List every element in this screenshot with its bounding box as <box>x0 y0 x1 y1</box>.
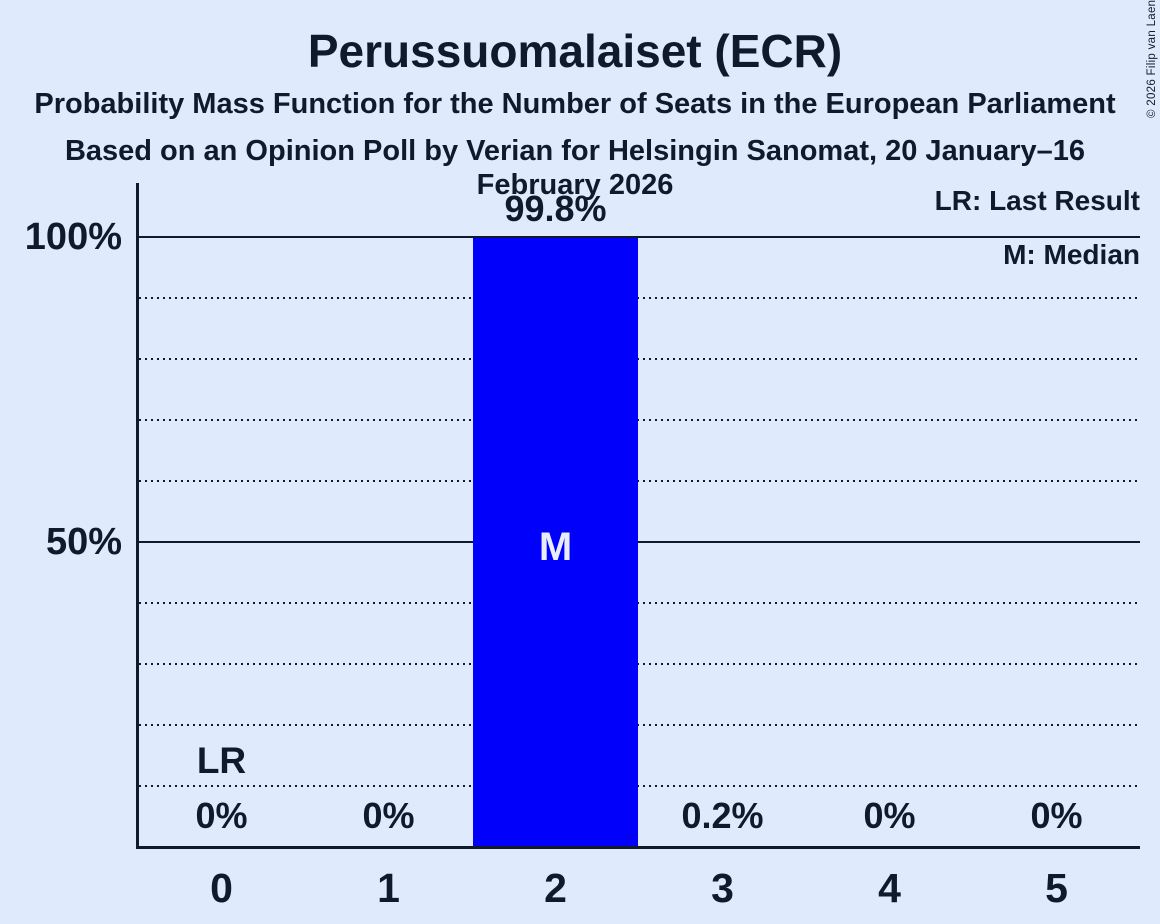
gridline-60 <box>139 480 1140 482</box>
y-axis-label-50: 50% <box>45 521 122 563</box>
gridline-50 <box>139 541 1140 543</box>
chart-title: Perussuomalaiset (ECR) <box>307 25 843 77</box>
copyright-notice: © 2026 Filip van Laenen <box>1146 0 1158 118</box>
value-label-seats-2: 99.8% <box>504 188 607 229</box>
x-axis-label-3: 3 <box>711 865 734 911</box>
x-axis-label-2: 2 <box>544 865 567 911</box>
legend-last-result: LR: Last Result <box>934 185 1140 216</box>
gridline-30 <box>139 663 1140 665</box>
x-axis-line <box>136 846 1140 849</box>
gridline-90 <box>139 297 1140 299</box>
gridline-70 <box>139 419 1140 421</box>
y-axis-line <box>136 183 139 849</box>
value-label-seats-0: 0% <box>195 795 248 836</box>
value-label-seats-1: 0% <box>362 795 415 836</box>
bar-seats-2 <box>473 238 638 846</box>
gridline-100 <box>139 236 1140 238</box>
value-label-seats-3: 0.2% <box>681 795 764 836</box>
x-axis-label-5: 5 <box>1045 865 1068 911</box>
chart-source-line: Based on an Opinion Poll by Verian for H… <box>64 135 1086 201</box>
chart-subtitle: Probability Mass Function for the Number… <box>34 88 1116 120</box>
gridline-10 <box>139 785 1140 787</box>
y-axis-label-100: 100% <box>24 216 122 258</box>
legend-median: M: Median <box>1003 239 1140 270</box>
value-label-seats-5: 0% <box>1030 795 1083 836</box>
x-axis-label-0: 0 <box>210 865 233 911</box>
gridline-40 <box>139 602 1140 604</box>
value-label-seats-4: 0% <box>863 795 916 836</box>
gridline-20 <box>139 724 1140 726</box>
last-result-marker: LR <box>196 740 247 781</box>
x-axis-label-1: 1 <box>377 865 400 911</box>
median-marker: M <box>538 525 573 569</box>
x-axis-label-4: 4 <box>878 865 901 911</box>
gridline-80 <box>139 358 1140 360</box>
